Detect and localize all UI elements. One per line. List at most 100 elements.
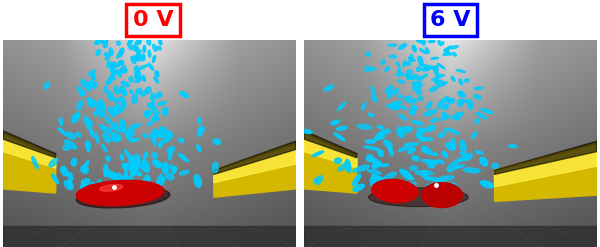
- Ellipse shape: [158, 102, 166, 105]
- Ellipse shape: [86, 141, 90, 152]
- Ellipse shape: [444, 50, 451, 55]
- Ellipse shape: [439, 82, 447, 87]
- Ellipse shape: [452, 52, 456, 56]
- Ellipse shape: [116, 98, 120, 103]
- Ellipse shape: [443, 104, 448, 110]
- Ellipse shape: [88, 81, 94, 89]
- Ellipse shape: [137, 76, 141, 80]
- Ellipse shape: [140, 164, 149, 172]
- Ellipse shape: [119, 66, 125, 74]
- Ellipse shape: [458, 99, 464, 106]
- Ellipse shape: [130, 40, 133, 43]
- Ellipse shape: [475, 87, 482, 89]
- Ellipse shape: [409, 60, 415, 62]
- Ellipse shape: [445, 48, 449, 51]
- Ellipse shape: [119, 87, 127, 96]
- Ellipse shape: [104, 53, 108, 56]
- Ellipse shape: [403, 61, 406, 67]
- Ellipse shape: [128, 40, 131, 44]
- Ellipse shape: [102, 144, 107, 152]
- Ellipse shape: [442, 99, 453, 102]
- Ellipse shape: [427, 184, 443, 187]
- Ellipse shape: [394, 88, 398, 95]
- Ellipse shape: [382, 172, 397, 181]
- Ellipse shape: [380, 164, 389, 166]
- Ellipse shape: [32, 157, 38, 169]
- Ellipse shape: [110, 66, 114, 72]
- Ellipse shape: [404, 128, 411, 132]
- Ellipse shape: [412, 156, 419, 161]
- Ellipse shape: [83, 161, 89, 171]
- Ellipse shape: [104, 164, 108, 177]
- Ellipse shape: [143, 45, 146, 52]
- Polygon shape: [3, 226, 296, 247]
- Ellipse shape: [430, 66, 437, 69]
- Ellipse shape: [375, 181, 391, 185]
- Ellipse shape: [120, 154, 124, 160]
- Ellipse shape: [91, 71, 94, 80]
- Ellipse shape: [405, 74, 413, 78]
- Ellipse shape: [460, 152, 469, 156]
- Ellipse shape: [158, 141, 163, 148]
- Ellipse shape: [121, 129, 134, 135]
- Polygon shape: [214, 141, 296, 174]
- Ellipse shape: [77, 101, 83, 110]
- Ellipse shape: [337, 126, 347, 130]
- Ellipse shape: [128, 168, 142, 176]
- Ellipse shape: [431, 118, 437, 122]
- Ellipse shape: [416, 67, 421, 71]
- Ellipse shape: [447, 144, 456, 147]
- Ellipse shape: [410, 166, 417, 170]
- Ellipse shape: [124, 69, 127, 73]
- Ellipse shape: [370, 178, 377, 190]
- Ellipse shape: [313, 151, 323, 156]
- Ellipse shape: [451, 46, 458, 49]
- Ellipse shape: [395, 181, 407, 190]
- Ellipse shape: [111, 71, 120, 75]
- Ellipse shape: [422, 146, 430, 154]
- Ellipse shape: [152, 56, 155, 62]
- Ellipse shape: [63, 145, 70, 150]
- Ellipse shape: [425, 65, 431, 71]
- Ellipse shape: [421, 170, 428, 180]
- Ellipse shape: [317, 176, 323, 182]
- Ellipse shape: [409, 57, 413, 61]
- Ellipse shape: [71, 113, 80, 122]
- Ellipse shape: [120, 61, 124, 65]
- Ellipse shape: [131, 57, 136, 63]
- Ellipse shape: [422, 150, 438, 155]
- Ellipse shape: [401, 128, 411, 133]
- Ellipse shape: [421, 160, 435, 164]
- Ellipse shape: [112, 62, 116, 69]
- Ellipse shape: [374, 180, 388, 185]
- Ellipse shape: [436, 160, 444, 163]
- Ellipse shape: [151, 129, 156, 136]
- Ellipse shape: [443, 53, 449, 56]
- Ellipse shape: [136, 40, 140, 44]
- Ellipse shape: [44, 82, 50, 89]
- Ellipse shape: [166, 130, 173, 137]
- Ellipse shape: [135, 73, 138, 79]
- Ellipse shape: [120, 121, 125, 131]
- Ellipse shape: [401, 127, 413, 130]
- Ellipse shape: [109, 48, 113, 55]
- Ellipse shape: [367, 157, 380, 164]
- Ellipse shape: [366, 52, 370, 56]
- Ellipse shape: [115, 104, 120, 114]
- Ellipse shape: [431, 57, 439, 59]
- Ellipse shape: [134, 46, 138, 49]
- Ellipse shape: [73, 114, 77, 123]
- Ellipse shape: [135, 78, 142, 82]
- Ellipse shape: [138, 40, 140, 43]
- Ellipse shape: [114, 86, 117, 90]
- Ellipse shape: [95, 39, 99, 44]
- Ellipse shape: [449, 99, 455, 103]
- Ellipse shape: [430, 86, 438, 92]
- Ellipse shape: [407, 70, 412, 74]
- Ellipse shape: [197, 117, 201, 124]
- Ellipse shape: [353, 184, 364, 191]
- Ellipse shape: [97, 39, 101, 44]
- Ellipse shape: [407, 100, 416, 102]
- Ellipse shape: [152, 160, 161, 167]
- Ellipse shape: [143, 152, 148, 159]
